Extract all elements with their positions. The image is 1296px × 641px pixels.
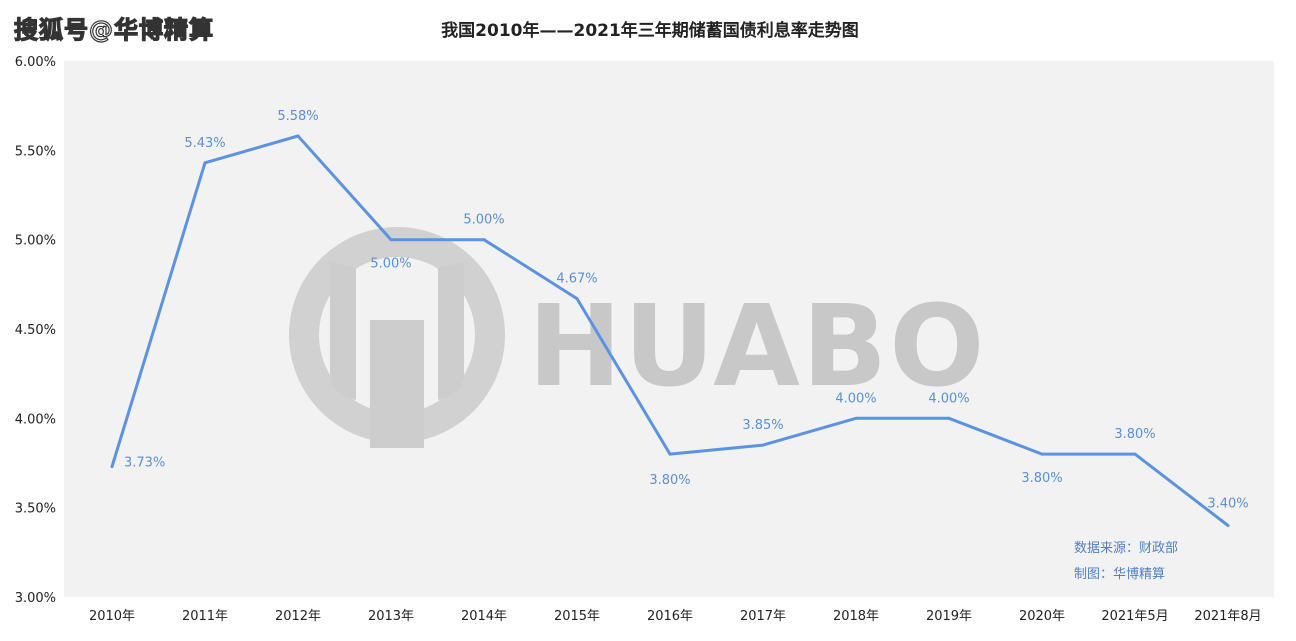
y-tick-label: 3.00% [15,591,56,606]
y-tick-label: 5.50% [15,144,56,159]
data-label: 4.67% [556,272,597,287]
y-axis: 3.00% 3.50% 4.00% 4.50% 5.00% 5.50% 6.00% [15,55,56,606]
author-note: 制图：华博精算 [1074,567,1165,582]
x-tick-label: 2010年 [89,609,135,624]
brand-watermark: 搜狐号@华博精算 [13,15,214,44]
data-point [854,416,858,420]
data-labels: 3.73% 5.43% 5.58% 5.00% 5.00% 4.67% 3.80% 3.85%… [110,109,1249,528]
data-point [296,134,300,138]
data-label: 5.00% [463,213,504,228]
plot-area [64,61,1274,597]
y-tick-label: 5.00% [15,234,56,249]
data-point [1226,524,1230,528]
huabo-logo-watermark: HUABO [289,227,987,448]
x-tick-label: 2016年 [647,609,693,624]
data-point [203,161,207,165]
data-label: 5.43% [184,136,225,151]
data-label: 3.80% [649,473,690,488]
x-tick-label: 2011年 [182,609,228,624]
x-tick-label: 2021年5月 [1101,609,1168,624]
data-label: 4.00% [928,391,969,406]
x-tick-label: 2019年 [926,609,972,624]
data-label: 3.40% [1207,497,1248,512]
x-tick-label: 2014年 [461,609,507,624]
data-point [1133,452,1137,456]
data-point [947,416,951,420]
x-tick-label: 2013年 [368,609,414,624]
x-tick-label: 2015年 [554,609,600,624]
x-tick-label: 2012年 [275,609,321,624]
y-tick-label: 4.50% [15,323,56,338]
chart-title: 我国2010年——2021年三年期储蓄国债利息率走势图 [441,21,859,41]
data-point [389,238,393,242]
x-tick-label: 2020年 [1019,609,1065,624]
y-tick-label: 6.00% [15,55,56,70]
y-tick-label: 4.00% [15,412,56,427]
data-label: 5.00% [370,257,411,272]
data-point [575,297,579,301]
data-label: 3.85% [742,418,783,433]
x-axis: 2010年 2011年 2012年 2013年 2014年 2015年 2016年 2017年… [89,609,1262,624]
data-point [482,238,486,242]
data-label: 4.00% [835,391,876,406]
x-tick-label: 2018年 [833,609,879,624]
x-tick-label: 2021年8月 [1194,609,1261,624]
data-point [110,465,114,469]
data-point [761,443,765,447]
data-label: 3.80% [1021,471,1062,486]
data-point [1040,452,1044,456]
logo-text: HUABO [528,282,987,412]
data-label: 3.73% [124,456,165,471]
source-note: 数据来源：财政部 [1074,541,1178,556]
y-tick-label: 3.50% [15,502,56,517]
data-label: 3.80% [1114,427,1155,442]
data-label: 5.58% [277,109,318,124]
data-point [668,452,672,456]
x-tick-label: 2017年 [740,609,786,624]
